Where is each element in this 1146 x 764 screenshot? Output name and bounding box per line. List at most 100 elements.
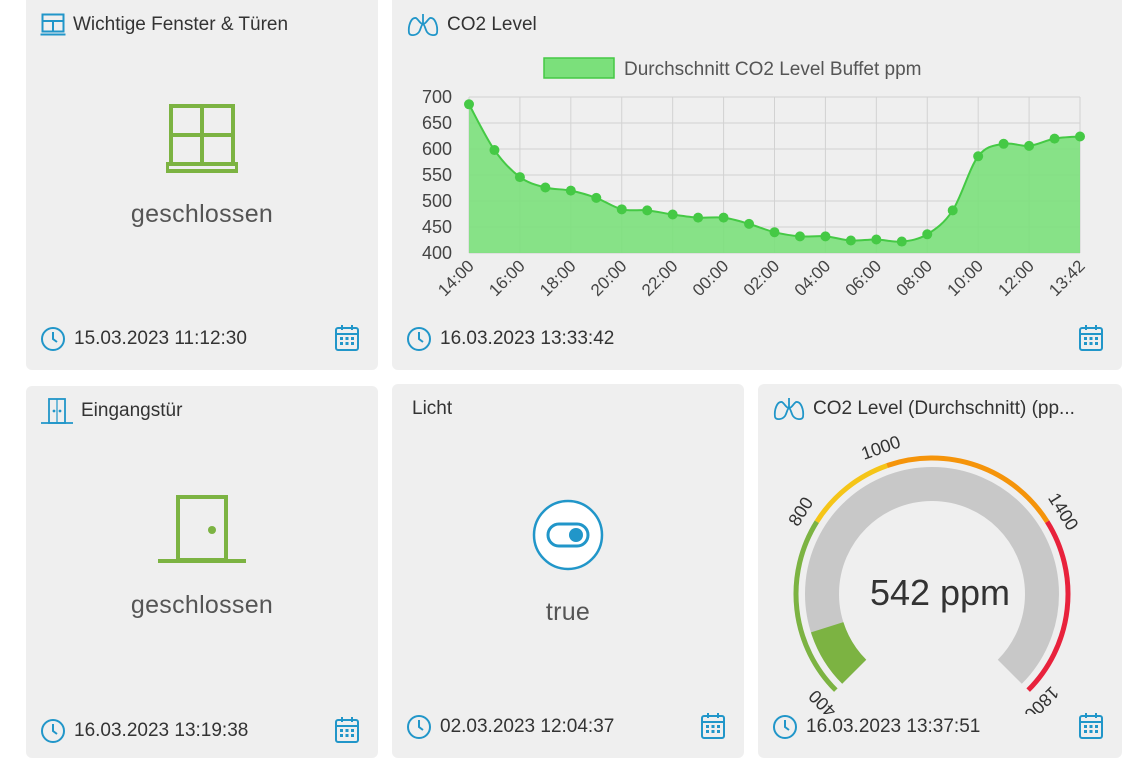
calendar-icon[interactable] <box>700 712 726 740</box>
timestamp: 16.03.2023 13:33:42 <box>406 326 614 352</box>
light-state: true <box>545 598 591 626</box>
data-point <box>1075 131 1085 142</box>
x-tick-label: 06:00 <box>842 256 886 300</box>
legend-label: Durchschnitt CO2 Level Buffet ppm <box>624 59 921 80</box>
series-area <box>469 104 1080 253</box>
card-co2-chart[interactable]: CO2 Level Durchschnitt CO2 Level Buffet … <box>392 0 1122 370</box>
chart-canvas: Durchschnitt CO2 Level Buffet ppm 700 650 6… <box>422 57 1089 300</box>
data-point <box>998 138 1009 149</box>
data-point <box>769 227 780 238</box>
calendar-icon[interactable] <box>1078 324 1104 352</box>
gauge-tick-label: 800 <box>784 493 817 529</box>
gauge-band <box>814 463 888 523</box>
data-point <box>896 236 907 247</box>
card-title-label: Eingangstür <box>81 400 183 421</box>
x-tick-label: 08:00 <box>893 256 937 300</box>
x-tick-label: 13:42 <box>1045 256 1089 300</box>
window-state: geschlossen <box>130 200 274 228</box>
timestamp: 16.03.2023 13:19:38 <box>40 718 248 744</box>
x-tick-label: 18:00 <box>536 256 580 300</box>
timestamp: 16.03.2023 13:37:51 <box>772 714 980 740</box>
card-light[interactable]: Licht true 02.03.2023 12:04:37 <box>392 384 744 758</box>
timestamp-value: 02.03.2023 12:04:37 <box>440 716 615 737</box>
lungs-icon <box>772 396 806 422</box>
y-tick-label: 400 <box>422 243 452 263</box>
data-point <box>1049 133 1060 144</box>
card-title-label: Licht <box>412 398 453 419</box>
timestamp: 02.03.2023 12:04:37 <box>406 714 614 740</box>
gauge-band <box>886 455 1050 523</box>
toggle-icon[interactable] <box>532 499 604 571</box>
gauge-track <box>805 467 1059 684</box>
timestamp-value: 16.03.2023 13:37:51 <box>806 716 981 737</box>
y-tick-label: 650 <box>422 113 452 133</box>
data-point <box>489 145 500 156</box>
card-title: CO2 Level (Durchschnitt) (pp... <box>772 396 1075 422</box>
gauge-fill <box>810 621 867 684</box>
card-entrance-door[interactable]: Eingangstür geschlossen 16.03.2023 13:19… <box>26 386 378 758</box>
co2-area-chart: Durchschnitt CO2 Level Buffet ppm 700 650 6… <box>392 0 1122 370</box>
calendar-icon[interactable] <box>334 716 360 744</box>
timestamp-value: 16.03.2023 13:19:38 <box>74 720 249 741</box>
door-icon <box>40 397 74 425</box>
x-tick-label: 00:00 <box>689 256 733 300</box>
timestamp-value: 15.03.2023 11:12:30 <box>74 328 247 349</box>
clock-icon <box>406 326 432 352</box>
door-closed-icon <box>156 494 248 566</box>
gauge-band <box>1026 520 1071 692</box>
card-title-label: CO2 Level (Durchschnitt) (pp... <box>813 398 1075 419</box>
data-point <box>693 212 704 223</box>
clock-icon <box>406 714 432 740</box>
data-point <box>565 185 576 196</box>
card-windows-doors[interactable]: Wichtige Fenster & Türen geschlossen 15.… <box>26 0 378 370</box>
data-point <box>947 205 958 216</box>
lungs-icon <box>406 12 440 38</box>
clock-icon <box>40 326 66 352</box>
data-point <box>540 182 551 193</box>
calendar-icon[interactable] <box>334 324 360 352</box>
y-tick-label: 600 <box>422 139 452 159</box>
legend-swatch <box>543 57 615 79</box>
card-co2-gauge[interactable]: CO2 Level (Durchschnitt) (pp... 400 800 10… <box>758 384 1122 758</box>
window-icon <box>166 102 238 174</box>
data-point <box>642 205 653 216</box>
card-title-label: CO2 Level <box>447 14 537 35</box>
gauge-tick-label: 1800 <box>1020 682 1062 714</box>
y-tick-label: 550 <box>422 165 452 185</box>
data-point <box>1024 140 1035 151</box>
x-tick-label: 04:00 <box>791 256 835 300</box>
timestamp: 15.03.2023 11:12:30 <box>40 326 247 352</box>
data-point <box>794 231 805 242</box>
data-point <box>744 218 755 229</box>
data-point <box>591 192 602 203</box>
x-tick-label: 02:00 <box>740 256 784 300</box>
data-point <box>922 229 933 240</box>
clock-icon <box>772 714 798 740</box>
data-point <box>973 151 984 162</box>
card-title-label: Wichtige Fenster & Türen <box>73 14 289 35</box>
x-tick-label: 20:00 <box>587 256 631 300</box>
data-point <box>514 172 525 183</box>
x-tick-label: 22:00 <box>638 256 682 300</box>
data-point <box>820 231 831 242</box>
x-tick-label: 10:00 <box>943 256 987 300</box>
data-point <box>871 234 882 245</box>
x-tick-label: 16:00 <box>485 256 529 300</box>
data-point <box>464 99 474 110</box>
clock-icon <box>40 718 66 744</box>
card-title: Eingangstür <box>40 398 182 424</box>
gauge-tick-label: 1000 <box>859 432 903 464</box>
card-title: Licht <box>412 396 452 422</box>
y-tick-label: 450 <box>422 217 452 237</box>
gauge-value: 542 ppm <box>869 572 1011 613</box>
card-title: Wichtige Fenster & Türen <box>40 12 288 38</box>
data-point <box>616 204 627 215</box>
card-title: CO2 Level <box>406 12 537 38</box>
gauge-band <box>793 520 838 692</box>
y-tick-label: 500 <box>422 191 452 211</box>
data-point <box>718 212 729 223</box>
y-tick-label: 700 <box>422 87 452 107</box>
window-frame-icon <box>40 12 66 38</box>
calendar-icon[interactable] <box>1078 712 1104 740</box>
